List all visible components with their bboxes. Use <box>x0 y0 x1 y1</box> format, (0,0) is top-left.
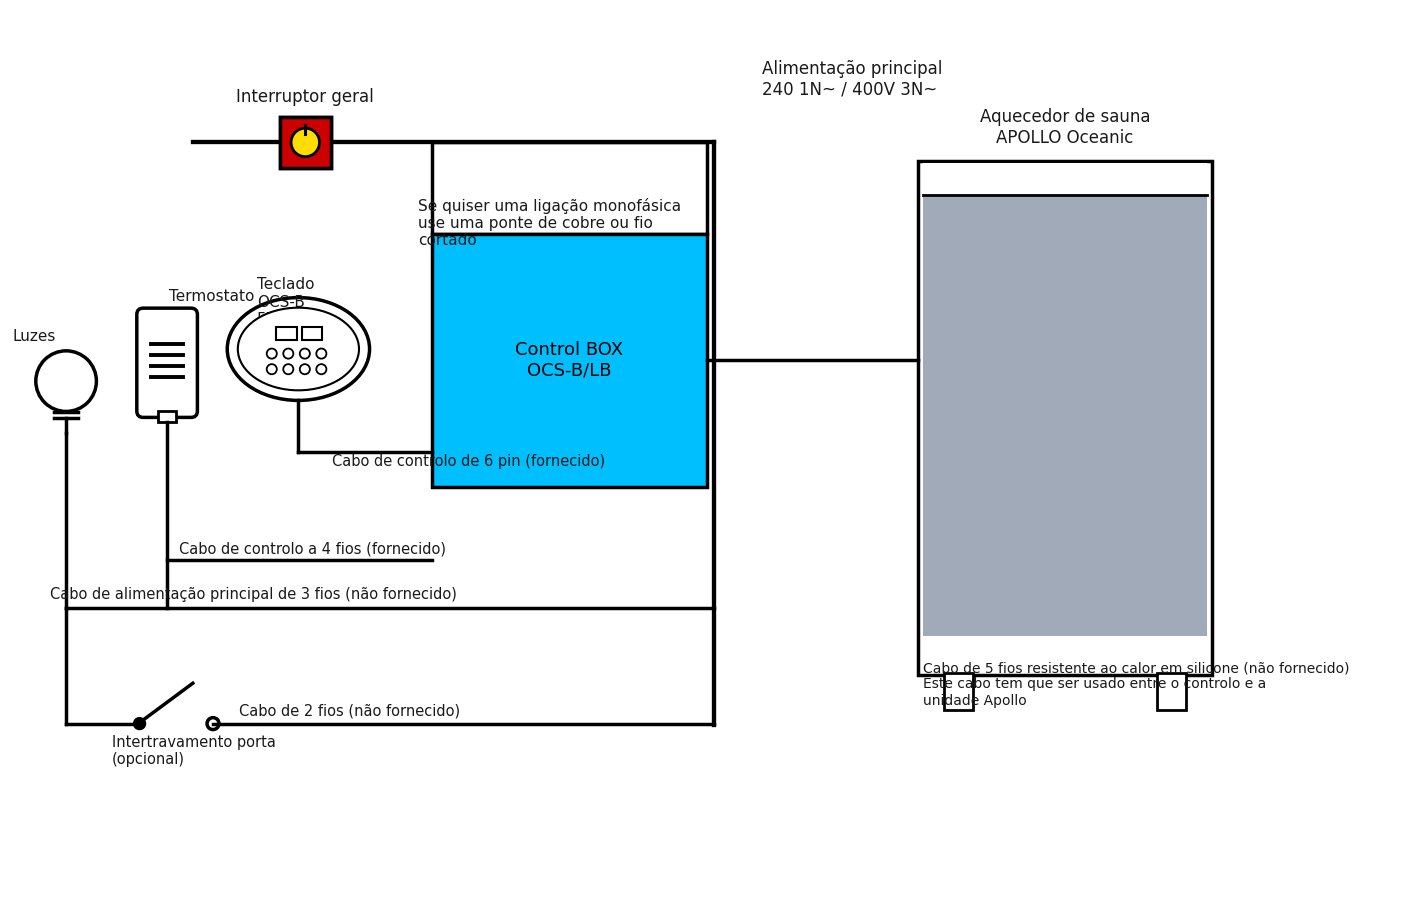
Text: Termostato: Termostato <box>169 289 254 303</box>
Text: Cabo de 5 fios resistente ao calor em silicone (não fornecido)
Este cabo tem que: Cabo de 5 fios resistente ao calor em si… <box>923 662 1349 707</box>
Text: Control BOX
OCS-B/LB: Control BOX OCS-B/LB <box>516 341 624 380</box>
Bar <box>157 411 176 422</box>
Text: Alimentação principal
240 1N~ / 400V 3N~: Alimentação principal 240 1N~ / 400V 3N~ <box>762 59 943 99</box>
Ellipse shape <box>228 298 370 400</box>
Bar <box>944 673 974 710</box>
Text: Luzes: Luzes <box>13 329 56 345</box>
Bar <box>923 163 1207 194</box>
Circle shape <box>299 348 311 358</box>
Text: Teclado
OCS-B
5V DC: Teclado OCS-B 5V DC <box>257 277 315 328</box>
Circle shape <box>316 348 326 358</box>
Text: Cabo de 2 fios (não fornecido): Cabo de 2 fios (não fornecido) <box>239 703 459 718</box>
Bar <box>923 194 1207 636</box>
Circle shape <box>291 128 319 157</box>
Bar <box>280 117 330 167</box>
Ellipse shape <box>237 308 360 391</box>
Circle shape <box>316 364 326 374</box>
Text: Cabo de controlo de 6 pin (fornecido): Cabo de controlo de 6 pin (fornecido) <box>333 454 606 469</box>
Bar <box>280 117 330 167</box>
Text: Interruptor geral: Interruptor geral <box>236 88 374 106</box>
Bar <box>917 161 1213 675</box>
Circle shape <box>267 364 277 374</box>
Text: Cabo de alimentação principal de 3 fios (não fornecido): Cabo de alimentação principal de 3 fios … <box>51 588 458 602</box>
Circle shape <box>291 128 319 157</box>
Bar <box>1156 673 1186 710</box>
Bar <box>302 327 322 340</box>
Bar <box>431 234 707 487</box>
Text: Cabo de controlo a 4 fios (fornecido): Cabo de controlo a 4 fios (fornecido) <box>178 542 445 556</box>
Text: Aquecedor de sauna
APOLLO Oceanic: Aquecedor de sauna APOLLO Oceanic <box>979 108 1151 147</box>
FancyBboxPatch shape <box>136 308 198 418</box>
Bar <box>431 142 707 234</box>
Circle shape <box>284 364 294 374</box>
Circle shape <box>267 348 277 358</box>
Text: Se quiser uma ligação monofásica
use uma ponte de cobre ou fio
cortado: Se quiser uma ligação monofásica use uma… <box>417 197 681 248</box>
Bar <box>277 327 296 340</box>
Text: Intertravamento porta
(opcional): Intertravamento porta (opcional) <box>112 734 275 767</box>
Circle shape <box>299 364 311 374</box>
Circle shape <box>133 717 146 730</box>
Circle shape <box>35 351 97 411</box>
Circle shape <box>284 348 294 358</box>
